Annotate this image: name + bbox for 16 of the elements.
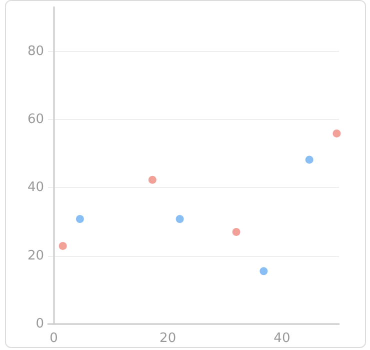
point [305, 156, 314, 164]
y-tick-label: 60 [27, 112, 44, 127]
point [232, 228, 240, 236]
y-tick-label: 40 [27, 180, 44, 196]
y-tick-label: 80 [27, 44, 44, 59]
point [76, 215, 84, 224]
point [176, 215, 184, 224]
x-tick-label: 40 [274, 331, 290, 346]
y-tick-label: 20 [27, 248, 44, 264]
y-tick-label: 0 [36, 316, 44, 332]
point [148, 176, 156, 184]
point [58, 242, 67, 250]
x-tick-label: 20 [160, 331, 176, 346]
x-tick-label: 0 [50, 331, 58, 346]
point [332, 129, 341, 138]
point [260, 267, 268, 276]
